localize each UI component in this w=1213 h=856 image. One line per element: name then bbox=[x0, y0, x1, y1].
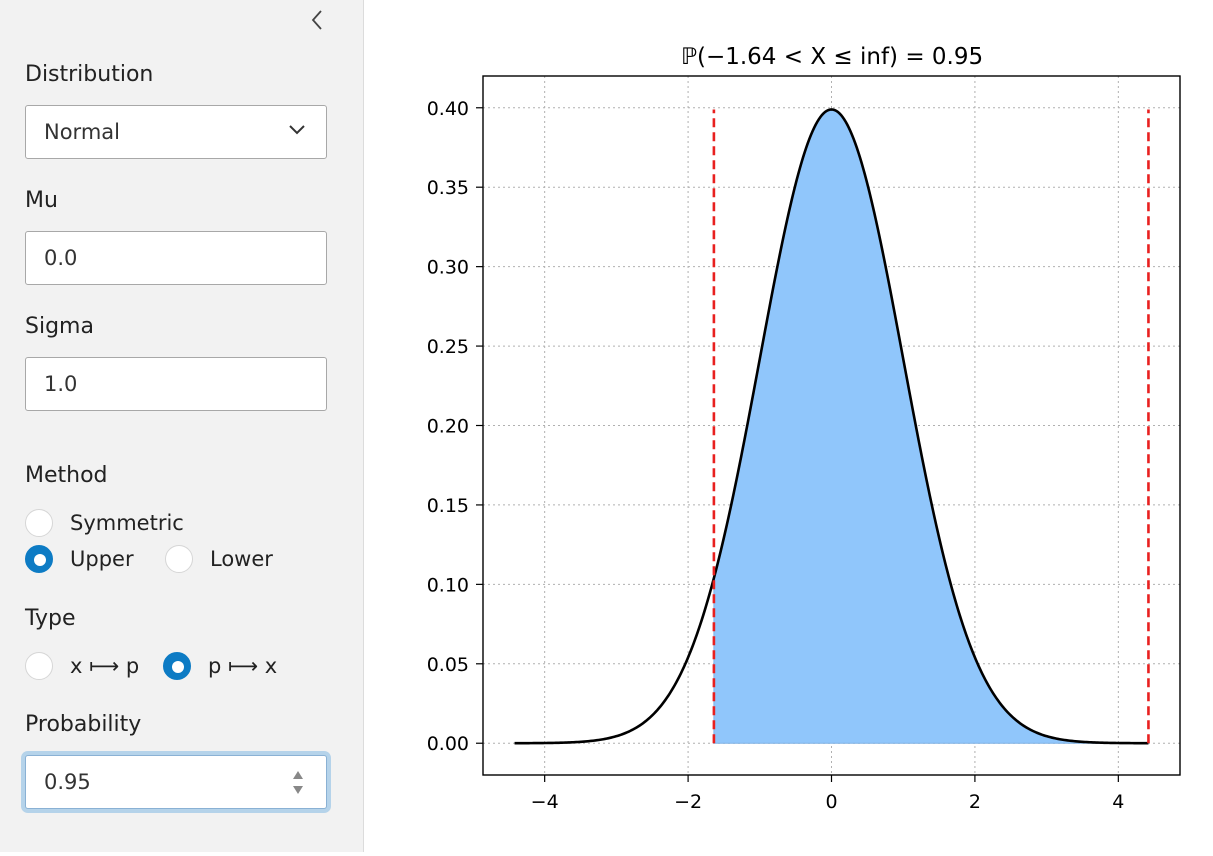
radio-symmetric[interactable] bbox=[25, 509, 53, 537]
y-tick-label: 0.00 bbox=[427, 733, 469, 755]
y-tick-label: 0.40 bbox=[427, 98, 469, 120]
density-curve bbox=[514, 108, 1149, 745]
collapse-sidebar-button[interactable] bbox=[303, 6, 331, 34]
chart-title: ℙ(−1.64 < X ≤ inf) = 0.95 bbox=[681, 44, 983, 70]
y-tick-label: 0.35 bbox=[427, 177, 469, 199]
sigma-value: 1.0 bbox=[44, 372, 78, 396]
chevron-down-icon bbox=[289, 125, 305, 135]
distribution-value: Normal bbox=[44, 120, 120, 144]
probability-label: Probability bbox=[25, 712, 142, 737]
method-option-label: Symmetric bbox=[70, 511, 184, 535]
x-tick-label: 2 bbox=[969, 791, 981, 813]
type-option-label: p ⟼ x bbox=[208, 654, 278, 678]
type-option-p-to-x[interactable]: p ⟼ x bbox=[163, 652, 277, 680]
y-tick-label: 0.20 bbox=[427, 416, 469, 438]
y-tick-label: 0.15 bbox=[427, 495, 469, 517]
radio-p-to-x[interactable] bbox=[163, 652, 191, 680]
mu-label: Mu bbox=[25, 188, 58, 213]
sigma-input[interactable]: 1.0 bbox=[25, 357, 327, 411]
method-option-label: Lower bbox=[210, 547, 273, 571]
type-label: Type bbox=[25, 606, 76, 631]
normal-distribution-chart: ℙ(−1.64 < X ≤ inf) = 0.95 −4 −2 0 2 4 0.00 0.0… bbox=[427, 44, 1181, 813]
probability-input[interactable]: 0.95 bbox=[25, 755, 327, 809]
mu-input[interactable]: 0.0 bbox=[25, 231, 327, 285]
x-tick-label: 0 bbox=[825, 791, 837, 813]
x-tick-label: −4 bbox=[531, 791, 559, 813]
radio-lower[interactable] bbox=[165, 545, 193, 573]
shaded-probability-area bbox=[713, 108, 1149, 744]
chevron-left-icon bbox=[311, 10, 322, 30]
method-label: Method bbox=[25, 463, 108, 488]
method-option-upper[interactable]: Upper bbox=[25, 545, 134, 573]
y-tick-label: 0.10 bbox=[427, 574, 469, 596]
probability-value: 0.95 bbox=[44, 770, 91, 794]
method-option-symmetric[interactable]: Symmetric bbox=[25, 509, 184, 537]
method-option-label: Upper bbox=[70, 547, 134, 571]
distribution-select[interactable]: Normal bbox=[25, 105, 327, 159]
chart-panel: ℙ(−1.64 < X ≤ inf) = 0.95 −4 −2 0 2 4 0.00 0.0… bbox=[364, 0, 1213, 852]
sidebar: Distribution Normal Mu 0.0 Sigma 1.0 Met… bbox=[0, 0, 364, 852]
y-tick-label: 0.30 bbox=[427, 257, 469, 279]
x-tick-label: 4 bbox=[1112, 791, 1124, 813]
x-tick-label: −2 bbox=[674, 791, 702, 813]
type-option-label: x ⟼ p bbox=[70, 654, 140, 678]
mu-value: 0.0 bbox=[44, 246, 78, 270]
radio-x-to-p[interactable] bbox=[25, 652, 53, 680]
spinner-arrows-icon[interactable] bbox=[292, 768, 304, 796]
method-option-lower[interactable]: Lower bbox=[165, 545, 273, 573]
sigma-label: Sigma bbox=[25, 314, 94, 339]
y-tick-label: 0.25 bbox=[427, 336, 469, 358]
distribution-label: Distribution bbox=[25, 62, 154, 87]
y-tick-label: 0.05 bbox=[427, 654, 469, 676]
radio-upper[interactable] bbox=[25, 545, 53, 573]
type-option-x-to-p[interactable]: x ⟼ p bbox=[25, 652, 139, 680]
